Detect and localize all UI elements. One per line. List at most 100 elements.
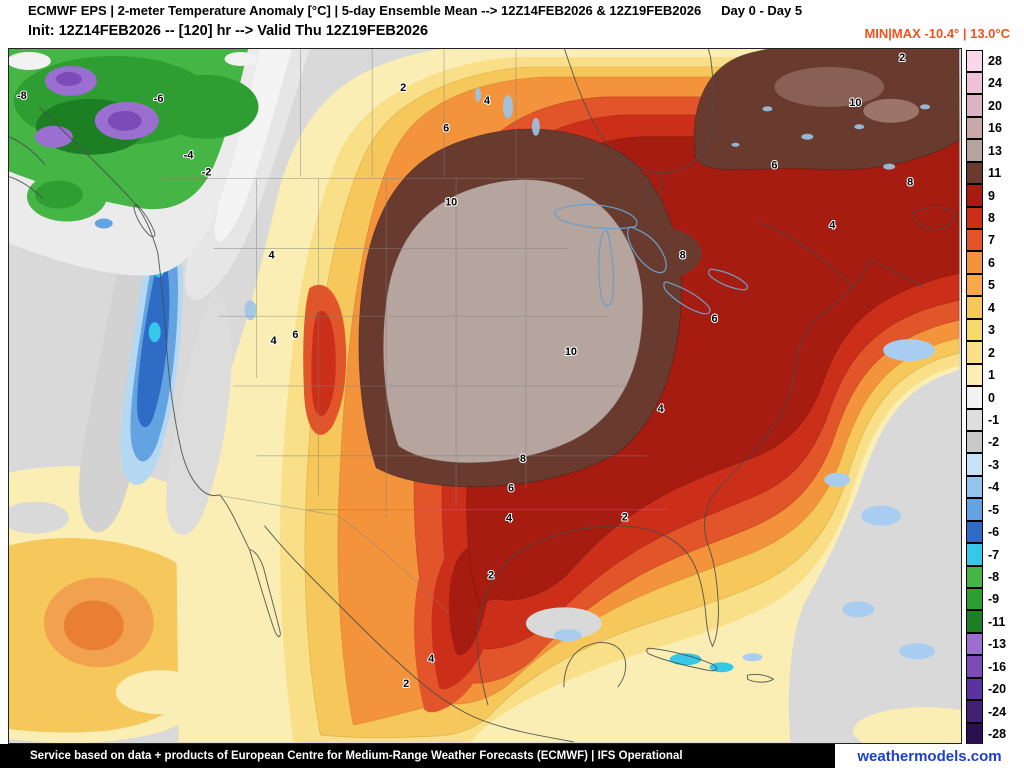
legend-swatch — [966, 632, 983, 656]
legend-entry: 28 — [966, 49, 1023, 72]
legend-entry: -7 — [966, 543, 1023, 566]
legend-swatch — [966, 700, 983, 723]
contour-label: 4 — [829, 219, 836, 231]
great-lakes — [554, 203, 749, 315]
footer-bar: Service based on data + products of Euro… — [0, 744, 1024, 768]
legend-label: -28 — [988, 727, 1007, 742]
contour-label: 10 — [445, 197, 457, 209]
contour-label: 4 — [484, 95, 491, 107]
legend-entry: -3 — [966, 453, 1023, 476]
legend-label: 13 — [988, 143, 1002, 158]
legend-entry: 16 — [966, 116, 1023, 140]
legend-label: 20 — [988, 98, 1002, 113]
legend-label: 4 — [988, 300, 995, 315]
legend-swatch — [966, 722, 983, 746]
contour-label: 2 — [403, 678, 409, 690]
legend-label: 3 — [988, 323, 995, 338]
init-valid-line: Init: 12Z14FEB2026 -- [120] hr --> Valid… — [28, 23, 429, 39]
warm-anomaly-field — [176, 49, 960, 743]
contour-label: -4 — [184, 150, 195, 162]
legend-entry: 9 — [966, 184, 1023, 207]
legend-label: -20 — [988, 682, 1007, 697]
contour-label: 4 — [428, 653, 435, 665]
legend-entry: -6 — [966, 520, 1023, 544]
legend-swatch — [966, 588, 983, 611]
legend-entry: -8 — [966, 565, 1023, 588]
legend-swatch — [966, 430, 983, 454]
contour-label: 6 — [443, 123, 449, 135]
legend-entry: 4 — [966, 296, 1023, 319]
legend-label: 5 — [988, 278, 995, 293]
header: ECMWF EPS | 2-meter Temperature Anomaly … — [0, 0, 1024, 48]
legend-swatch — [966, 184, 983, 207]
contour-label: 4 — [268, 249, 275, 261]
atlantic-field — [525, 339, 961, 743]
legend-entry: 6 — [966, 251, 1023, 274]
legend-label: -13 — [988, 637, 1007, 652]
day-range-label: Day 0 - Day 5 — [721, 3, 803, 18]
legend-label: 0 — [988, 390, 995, 405]
legend-swatch — [966, 543, 983, 566]
contour-label: 4 — [270, 335, 277, 347]
legend-label: 11 — [988, 166, 1002, 181]
contour-label: 8 — [680, 249, 686, 261]
legend-swatch — [966, 94, 983, 117]
legend-label: -7 — [988, 547, 1000, 562]
legend-label: 9 — [988, 188, 995, 203]
legend-entry: -2 — [966, 430, 1023, 454]
legend-label: -2 — [988, 435, 1000, 450]
legend-label: -8 — [988, 570, 1000, 585]
legend-swatch — [966, 408, 983, 431]
contour-label: -2 — [202, 167, 212, 179]
legend-entry: -13 — [966, 632, 1023, 656]
legend-swatch — [966, 116, 983, 140]
legend-swatch — [966, 453, 983, 476]
legend-swatch — [966, 475, 983, 499]
legend-swatch — [966, 206, 983, 229]
contour-label: -6 — [154, 93, 164, 105]
legend-label: 7 — [988, 233, 995, 248]
legend-swatch — [966, 363, 983, 387]
legend-entry: 20 — [966, 94, 1023, 117]
legend-label: -11 — [988, 614, 1006, 629]
legend-entry: -11 — [966, 610, 1023, 633]
weathermodels-link[interactable]: weathermodels.com — [834, 744, 1024, 768]
map-title: ECMWF EPS | 2-meter Temperature Anomaly … — [28, 3, 802, 18]
map-title-main: ECMWF EPS | 2-meter Temperature Anomaly … — [28, 3, 702, 18]
contour-label: 4 — [506, 513, 513, 525]
legend-entry: -9 — [966, 588, 1023, 611]
legend-label: 24 — [988, 76, 1002, 91]
legend-entry: 0 — [966, 386, 1023, 409]
legend-label: -9 — [988, 592, 1000, 607]
legend-entry: 3 — [966, 318, 1023, 342]
legend-swatch — [966, 273, 983, 297]
legend-swatch — [966, 161, 983, 185]
legend-swatch — [966, 71, 983, 95]
contour-label: 6 — [508, 483, 514, 495]
legend-scale: 28 24 20 16 13 11 9 8 7 6 5 4 3 2 1 0 -1 -2 -3 -4 -5 -6 -7 -8 -9… — [966, 49, 1023, 746]
legend-entry: -4 — [966, 475, 1023, 499]
legend-swatch — [966, 498, 983, 521]
legend-entry: -5 — [966, 498, 1023, 521]
state-borders — [160, 49, 668, 613]
small-lakes — [244, 87, 931, 321]
legend-swatch — [966, 341, 983, 364]
legend-swatch — [966, 655, 983, 678]
contour-label: 2 — [899, 52, 905, 64]
legend-swatch — [966, 610, 983, 633]
coastlines — [9, 49, 955, 743]
contour-label: 2 — [622, 512, 628, 524]
legend-swatch — [966, 229, 983, 252]
legend-entry: -24 — [966, 700, 1023, 723]
legend-swatch — [966, 565, 983, 588]
contour-label: 6 — [292, 329, 298, 341]
contour-label: 8 — [907, 177, 913, 189]
legend-entry: -20 — [966, 677, 1023, 701]
legend-label: -1 — [988, 412, 1000, 427]
contour-label: 10 — [565, 346, 577, 358]
legend-label: -3 — [988, 457, 1000, 472]
legend-entry: 8 — [966, 206, 1023, 229]
legend-entry: -1 — [966, 408, 1023, 431]
northwest-cold-field — [9, 49, 261, 276]
legend-label: -6 — [988, 525, 1000, 540]
